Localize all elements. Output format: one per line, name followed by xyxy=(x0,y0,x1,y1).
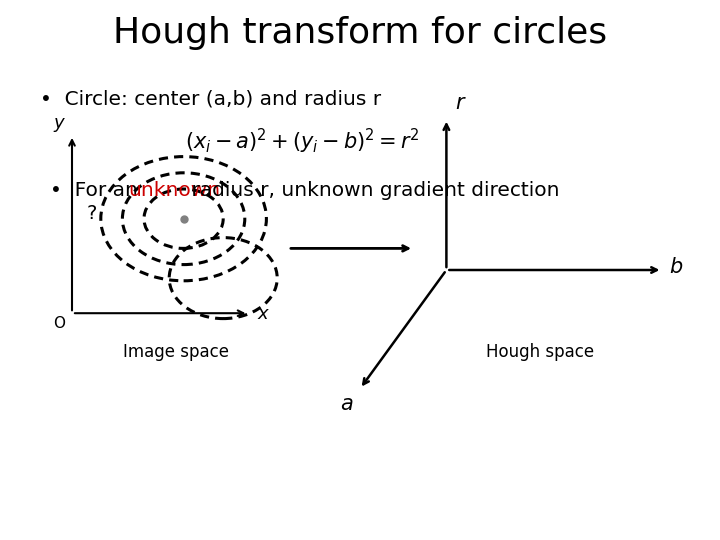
Text: x: x xyxy=(257,305,268,323)
Text: r: r xyxy=(455,93,464,113)
Text: •  Circle: center (a,b) and radius r: • Circle: center (a,b) and radius r xyxy=(40,89,381,108)
Text: Image space: Image space xyxy=(123,343,230,361)
Text: Hough space: Hough space xyxy=(486,343,594,361)
Text: •  For an: • For an xyxy=(50,181,145,200)
Text: Hough transform for circles: Hough transform for circles xyxy=(113,16,607,50)
Text: ?: ? xyxy=(86,204,96,223)
Text: $(x_i-a)^2+(y_i-b)^2=r^2$: $(x_i-a)^2+(y_i-b)^2=r^2$ xyxy=(185,127,420,156)
Text: O: O xyxy=(53,316,65,331)
Text: unknown: unknown xyxy=(128,181,220,200)
Text: b: b xyxy=(670,257,683,278)
Text: y: y xyxy=(54,114,64,132)
Text: a: a xyxy=(340,394,353,414)
Text: radius r, unknown gradient direction: radius r, unknown gradient direction xyxy=(185,181,559,200)
